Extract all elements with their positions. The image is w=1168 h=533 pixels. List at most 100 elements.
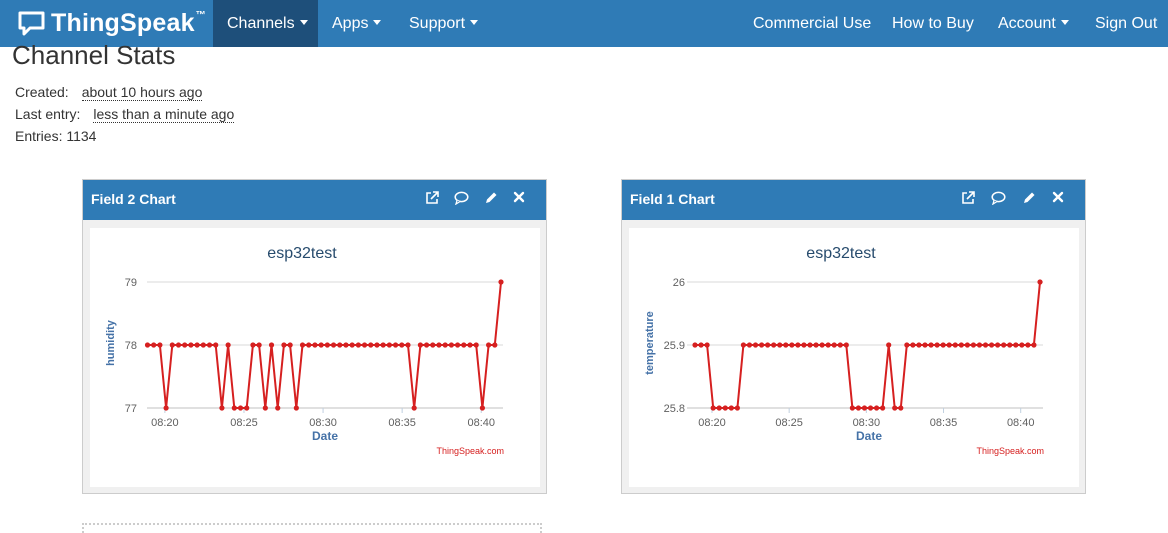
data-point[interactable] — [374, 342, 380, 348]
data-point[interactable] — [479, 405, 485, 411]
external-link-icon[interactable] — [961, 191, 977, 207]
data-point[interactable] — [163, 405, 169, 411]
data-point[interactable] — [1019, 342, 1025, 348]
data-point[interactable] — [349, 342, 355, 348]
data-point[interactable] — [473, 342, 479, 348]
data-point[interactable] — [904, 342, 910, 348]
data-point[interactable] — [275, 405, 281, 411]
data-point[interactable] — [1025, 342, 1031, 348]
data-point[interactable] — [1037, 279, 1043, 285]
close-icon[interactable] — [1052, 191, 1068, 207]
data-point[interactable] — [293, 405, 299, 411]
data-point[interactable] — [843, 342, 849, 348]
data-point[interactable] — [467, 342, 473, 348]
data-point[interactable] — [318, 342, 324, 348]
data-point[interactable] — [417, 342, 423, 348]
data-point[interactable] — [898, 405, 904, 411]
data-point[interactable] — [880, 405, 886, 411]
data-point[interactable] — [698, 342, 704, 348]
data-point[interactable] — [213, 342, 219, 348]
data-point[interactable] — [801, 342, 807, 348]
chart-credit[interactable]: ThingSpeak.com — [976, 446, 1044, 456]
close-icon[interactable] — [513, 191, 529, 207]
data-point[interactable] — [268, 342, 275, 348]
data-point[interactable] — [144, 342, 151, 348]
data-point[interactable] — [952, 342, 958, 348]
data-point[interactable] — [692, 342, 698, 348]
data-point[interactable] — [746, 342, 753, 348]
data-point[interactable] — [392, 342, 399, 348]
data-point[interactable] — [461, 342, 467, 348]
data-point[interactable] — [498, 279, 504, 285]
data-point[interactable] — [182, 342, 188, 348]
data-point[interactable] — [916, 342, 922, 348]
data-point[interactable] — [244, 405, 250, 411]
data-point[interactable] — [324, 342, 330, 348]
data-point[interactable] — [783, 342, 789, 348]
nav-commercial-use[interactable]: Commercial Use — [739, 0, 885, 47]
data-point[interactable] — [151, 342, 157, 348]
data-point[interactable] — [910, 342, 916, 348]
data-point[interactable] — [442, 342, 448, 348]
data-point[interactable] — [411, 405, 417, 411]
data-point[interactable] — [928, 342, 934, 348]
data-point[interactable] — [758, 342, 765, 348]
data-point[interactable] — [454, 342, 461, 348]
data-point[interactable] — [958, 342, 964, 348]
data-point[interactable] — [922, 342, 928, 348]
data-point[interactable] — [946, 342, 952, 348]
data-point[interactable] — [361, 342, 368, 348]
data-point[interactable] — [337, 342, 343, 348]
data-point[interactable] — [861, 405, 868, 411]
data-point[interactable] — [485, 342, 492, 348]
data-point[interactable] — [771, 342, 777, 348]
data-point[interactable] — [250, 342, 256, 348]
data-point[interactable] — [795, 342, 801, 348]
data-point[interactable] — [175, 342, 182, 348]
data-point[interactable] — [867, 405, 874, 411]
data-point[interactable] — [716, 405, 722, 411]
data-point[interactable] — [892, 405, 898, 411]
data-point[interactable] — [237, 405, 244, 411]
data-point[interactable] — [399, 342, 405, 348]
data-point[interactable] — [355, 342, 361, 348]
data-point[interactable] — [765, 342, 771, 348]
data-point[interactable] — [231, 405, 237, 411]
data-point[interactable] — [740, 342, 747, 348]
data-point[interactable] — [940, 342, 946, 348]
data-point[interactable] — [405, 342, 411, 348]
data-point[interactable] — [752, 342, 759, 348]
data-point[interactable] — [728, 405, 734, 411]
data-point[interactable] — [704, 342, 710, 348]
data-point[interactable] — [813, 342, 819, 348]
data-point[interactable] — [982, 342, 989, 348]
data-point[interactable] — [819, 342, 825, 348]
nav-support[interactable]: Support — [395, 0, 492, 47]
data-point[interactable] — [995, 342, 1001, 348]
data-point[interactable] — [873, 405, 880, 411]
data-point[interactable] — [734, 405, 740, 411]
data-point[interactable] — [169, 342, 175, 348]
data-point[interactable] — [964, 342, 970, 348]
data-point[interactable] — [343, 342, 349, 348]
data-point[interactable] — [1001, 342, 1007, 348]
data-point[interactable] — [855, 405, 862, 411]
data-point[interactable] — [492, 342, 498, 348]
data-point[interactable] — [281, 342, 287, 348]
nav-account[interactable]: Account — [984, 0, 1083, 47]
data-point[interactable] — [777, 342, 783, 348]
chart-credit[interactable]: ThingSpeak.com — [436, 446, 504, 456]
data-point[interactable] — [380, 342, 386, 348]
data-point[interactable] — [262, 405, 268, 411]
nav-apps[interactable]: Apps — [318, 0, 395, 47]
data-point[interactable] — [789, 342, 795, 348]
data-point[interactable] — [306, 342, 312, 348]
data-point[interactable] — [1013, 342, 1019, 348]
data-point[interactable] — [200, 342, 206, 348]
data-point[interactable] — [312, 342, 318, 348]
data-point[interactable] — [710, 405, 716, 411]
data-point[interactable] — [970, 342, 977, 348]
data-point[interactable] — [225, 342, 231, 348]
data-point[interactable] — [849, 405, 855, 411]
data-point[interactable] — [831, 342, 837, 348]
